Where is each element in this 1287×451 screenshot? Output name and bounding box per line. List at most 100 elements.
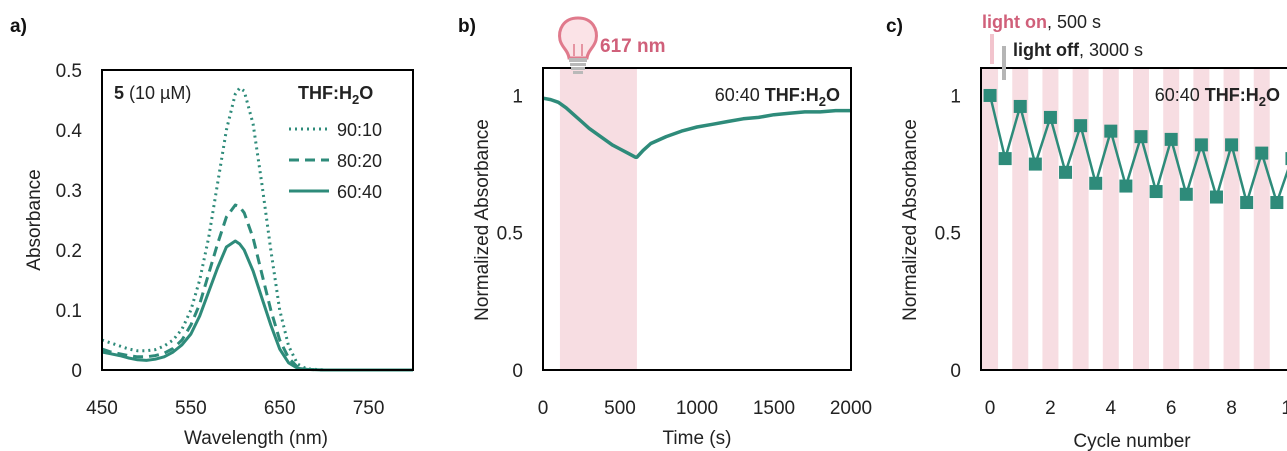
y-tick-label: 0.5: [935, 224, 961, 245]
panel-b-solvent-a: THF:H: [765, 85, 819, 105]
y-tick-label: 0.3: [56, 181, 82, 202]
light-on-cycle-band: [1193, 68, 1210, 370]
compound-annotation: 5 (10 µM): [114, 83, 191, 103]
y-tick-label: 1: [950, 86, 961, 107]
panel-b-solvent-b: O: [826, 85, 840, 105]
x-tick-label: 450: [86, 398, 118, 419]
x-tick-label: 0: [985, 398, 996, 419]
panel-a-ylabel: Absorbance: [24, 169, 45, 270]
light-on-label: light on, 500 s: [982, 12, 1101, 32]
data-point-marker: [983, 88, 997, 102]
kinetics-trace: [542, 96, 851, 159]
panel-b-xlabel: Time (s): [663, 428, 732, 449]
data-point-marker: [1164, 132, 1178, 146]
light-on-cycle-band: [1012, 68, 1029, 370]
y-tick-label: 0.1: [56, 301, 82, 322]
panel-c: 0 2 4 6 8 10 0 0.5 1 Cycle number Normalized Abs…: [900, 12, 1287, 451]
data-point-marker: [1285, 152, 1287, 166]
panel-b-label: b): [458, 16, 476, 37]
legend-label: 60:40: [337, 182, 382, 202]
panel-c-label: c): [886, 16, 903, 37]
legend-label: 80:20: [337, 151, 382, 171]
light-on-cycle-band: [1133, 68, 1149, 370]
panel-b-series: [542, 96, 851, 159]
panel-c-xlabel: Cycle number: [1073, 431, 1191, 451]
panel-a-legend: 90:10 80:20 60:40: [289, 120, 382, 202]
panel-a-xlabel: Wavelength (nm): [184, 428, 328, 449]
x-tick-label: 6: [1166, 398, 1177, 419]
data-point-marker: [1240, 196, 1254, 210]
x-tick-label: 2: [1045, 398, 1056, 419]
x-tick-label: 750: [353, 398, 385, 419]
panel-b: 0 500 1000 1500 2000 0 0.5 1 Time (s) Normalize…: [472, 16, 873, 449]
data-point-marker: [1074, 119, 1088, 133]
data-point-marker: [1059, 165, 1073, 179]
panel-c-frame: [980, 67, 1287, 371]
series-line-60-40: [101, 239, 413, 372]
panel-b-solvent-sub: 2: [819, 94, 826, 109]
data-point-marker: [1209, 190, 1223, 204]
panel-b-ticks: 0 500 1000 1500 2000 0 0.5 1: [497, 86, 873, 419]
x-tick-label: 650: [264, 398, 296, 419]
data-point-marker: [1149, 185, 1163, 199]
light-on-cycle-band: [1163, 68, 1180, 370]
panel-a: 450 550 650 750 0 0.1 0.2 0.3 0.4 0.5 Wavelength …: [24, 61, 414, 449]
panel-a-label: a): [10, 16, 27, 37]
light-on-region: [559, 68, 637, 370]
x-tick-label: 550: [175, 398, 207, 419]
x-tick-label: 500: [604, 398, 636, 419]
data-point-marker: [1013, 99, 1027, 113]
light-on-cycle-band: [982, 68, 999, 370]
y-tick-label: 0: [71, 361, 82, 382]
light-on-duration: , 500 s: [1047, 12, 1101, 32]
legend-title-sub: 2: [352, 92, 359, 107]
legend-title-a: THF:H: [298, 83, 352, 103]
panel-b-frame: [542, 67, 852, 371]
data-point-marker: [1270, 196, 1284, 210]
data-point-marker: [1179, 187, 1193, 201]
y-tick-label: 0.5: [56, 61, 82, 82]
light-on-cycle-band: [1223, 68, 1240, 370]
panel-a-ticks: 450 550 650 750 0 0.1 0.2 0.3 0.4 0.5: [56, 61, 385, 419]
light-off-duration: , 3000 s: [1079, 40, 1143, 60]
panel-c-ylabel: Normalized Absorbance: [900, 119, 921, 321]
y-tick-label: 0.4: [56, 121, 83, 142]
panel-b-ratio: 60:40: [715, 85, 765, 105]
x-tick-label: 1000: [676, 398, 718, 419]
panel-c-ticks: 0 2 4 6 8 10 0 0.5 1: [935, 86, 1287, 419]
compound-number: 5: [114, 83, 124, 103]
panel-b-shaded-region: [559, 68, 637, 370]
light-off-bold: light off: [1013, 40, 1080, 60]
data-point-marker: [1089, 176, 1103, 190]
light-on-cycle-band: [1102, 68, 1119, 370]
light-on-bold: light on: [982, 12, 1047, 32]
data-point-marker: [1194, 138, 1208, 152]
panel-c-series: [983, 88, 1287, 210]
panel-b-ylabel: Normalized Absorbance: [472, 119, 493, 321]
y-tick-label: 0.2: [56, 241, 82, 262]
x-tick-label: 8: [1226, 398, 1237, 419]
x-tick-label: 2000: [830, 398, 872, 419]
data-point-marker: [1104, 124, 1118, 138]
light-on-cycle-band: [1072, 68, 1089, 370]
data-point-marker: [998, 152, 1012, 166]
legend-title-b: O: [359, 83, 373, 103]
legend-title: THF:H2O: [298, 83, 373, 107]
y-tick-label: 1: [512, 86, 523, 107]
panel-a-frame: [101, 69, 414, 371]
data-point-marker: [1028, 157, 1042, 171]
x-tick-label: 4: [1106, 398, 1117, 419]
x-tick-label: 0: [538, 398, 549, 419]
light-off-label: light off, 3000 s: [1013, 40, 1143, 60]
x-tick-label: 10: [1281, 398, 1287, 419]
panel-c-shaded-cycles: [982, 68, 1270, 370]
data-point-marker: [1225, 138, 1239, 152]
y-tick-label: 0: [950, 361, 961, 382]
data-point-marker: [1043, 110, 1057, 124]
panel-b-condition: 60:40 THF:H2O: [715, 85, 840, 109]
light-bulb-icon: [558, 16, 598, 74]
panel-c-solvent-b: O: [1266, 85, 1280, 105]
x-tick-label: 1500: [753, 398, 795, 419]
panel-a-series: [101, 86, 413, 372]
